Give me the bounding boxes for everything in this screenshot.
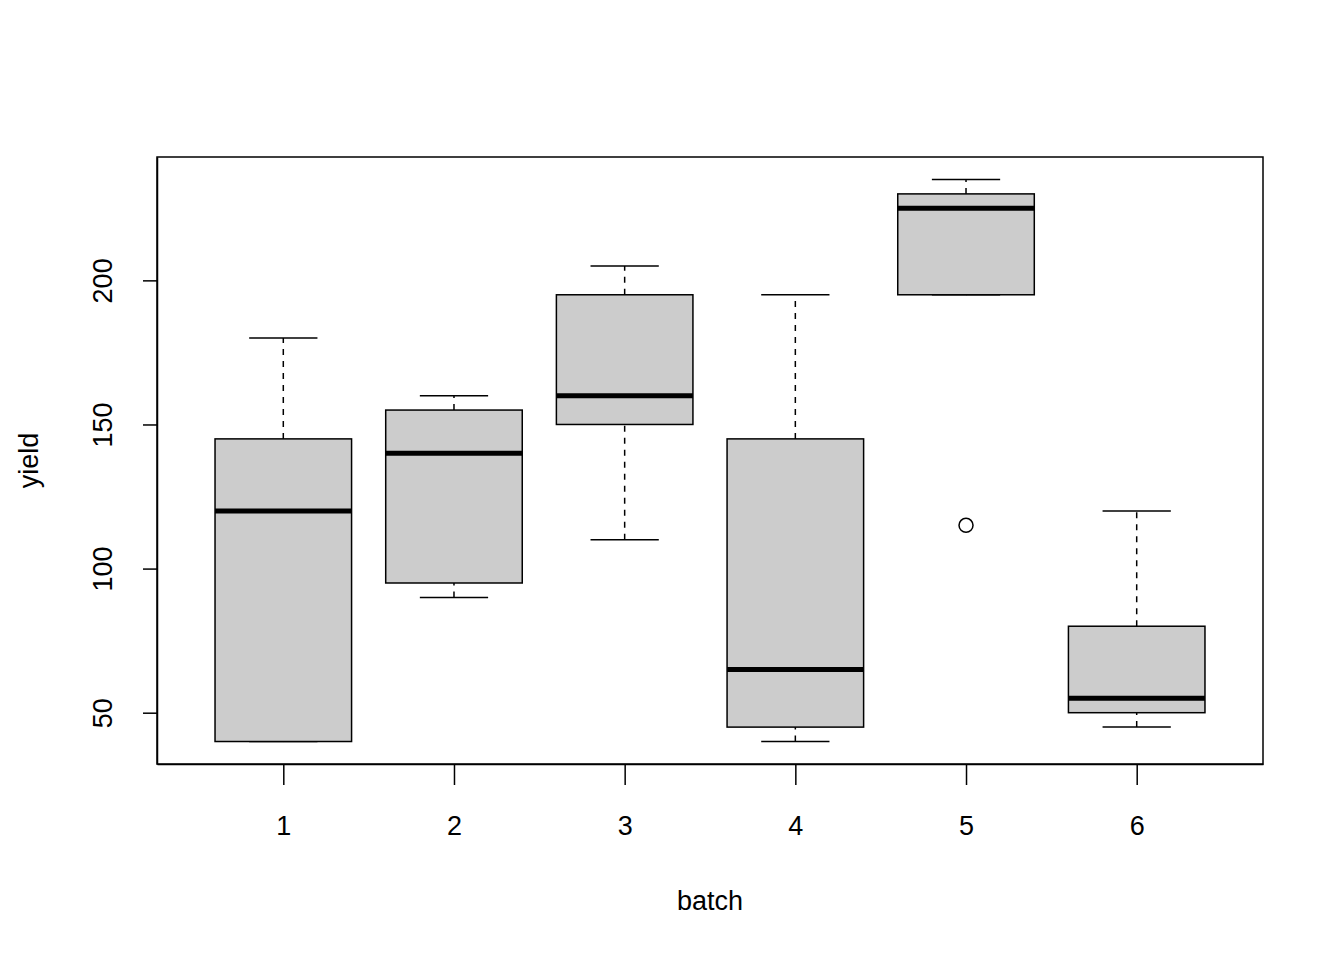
x-tick-mark — [795, 764, 797, 785]
box — [727, 439, 864, 727]
median — [727, 667, 864, 672]
median — [898, 206, 1035, 211]
plot-frame — [157, 157, 1263, 764]
box-group — [556, 266, 693, 540]
cap-low — [591, 539, 659, 541]
median — [1068, 696, 1205, 701]
whisker-high — [965, 179, 967, 193]
x-tick-label: 1 — [276, 811, 291, 841]
cap-low — [420, 597, 488, 599]
median — [215, 508, 352, 513]
box — [1068, 626, 1205, 712]
x-tick-mark — [966, 764, 968, 785]
whisker-high — [795, 295, 797, 439]
box — [898, 194, 1035, 295]
cap-high — [249, 337, 317, 339]
cap-high — [761, 294, 829, 296]
x-tick-mark — [454, 764, 456, 785]
whisker-high — [283, 338, 285, 439]
y-tick-label: 200 — [88, 258, 118, 303]
x-tick: 5 — [959, 764, 974, 841]
box-group — [386, 396, 523, 598]
y-tick-label: 100 — [88, 547, 118, 592]
y-tick: 100 — [88, 547, 157, 592]
cap-low — [761, 741, 829, 743]
whisker-high — [624, 266, 626, 295]
chart: 50 100 150 200 1 2 3 4 5 6 batch yield — [0, 0, 1344, 960]
x-tick-label: 5 — [959, 811, 974, 841]
x-tick: 3 — [618, 764, 633, 841]
y-tick: 50 — [88, 698, 157, 728]
y-tick-mark — [143, 712, 157, 714]
outlier — [959, 518, 973, 532]
median — [386, 451, 523, 456]
y-tick-mark — [143, 424, 157, 426]
y-axis: 50 100 150 200 — [88, 158, 158, 765]
x-tick-label: 4 — [788, 811, 803, 841]
x-tick-label: 6 — [1130, 811, 1145, 841]
y-axis-title: yield — [14, 433, 44, 489]
x-tick-mark — [283, 764, 285, 785]
cap-high — [591, 265, 659, 267]
box-group — [727, 295, 864, 742]
y-tick: 150 — [88, 402, 157, 447]
x-tick: 2 — [447, 764, 462, 841]
y-tick-mark — [143, 280, 157, 282]
whisker-high — [1136, 511, 1138, 626]
x-tick: 1 — [276, 764, 291, 841]
y-tick-label: 50 — [88, 698, 118, 728]
box-group — [215, 338, 352, 742]
cap-high — [932, 179, 1000, 181]
cap-low — [1103, 726, 1171, 728]
whisker-low — [795, 727, 797, 741]
y-tick: 200 — [88, 258, 157, 303]
whisker-low — [453, 583, 455, 597]
whisker-low — [1136, 713, 1138, 727]
x-axis-line — [158, 764, 1264, 766]
box-group — [1068, 511, 1205, 727]
x-tick: 6 — [1130, 764, 1145, 841]
x-tick-label: 3 — [618, 811, 633, 841]
whisker-low — [624, 424, 626, 539]
x-tick-mark — [624, 764, 626, 785]
x-axis-title: batch — [677, 886, 743, 916]
cap-high — [1103, 510, 1171, 512]
box-group — [898, 179, 1035, 532]
box — [556, 295, 693, 425]
whisker-high — [453, 396, 455, 410]
x-tick-label: 2 — [447, 811, 462, 841]
x-tick: 4 — [788, 764, 803, 841]
box — [215, 439, 352, 742]
y-tick-mark — [143, 568, 157, 570]
median — [556, 393, 693, 398]
boxes — [215, 179, 1205, 741]
cap-high — [420, 395, 488, 397]
x-axis: 1 2 3 4 5 6 — [158, 764, 1264, 841]
box — [386, 410, 523, 583]
y-tick-label: 150 — [88, 402, 118, 447]
y-axis-line — [157, 158, 159, 765]
x-tick-mark — [1136, 764, 1138, 785]
